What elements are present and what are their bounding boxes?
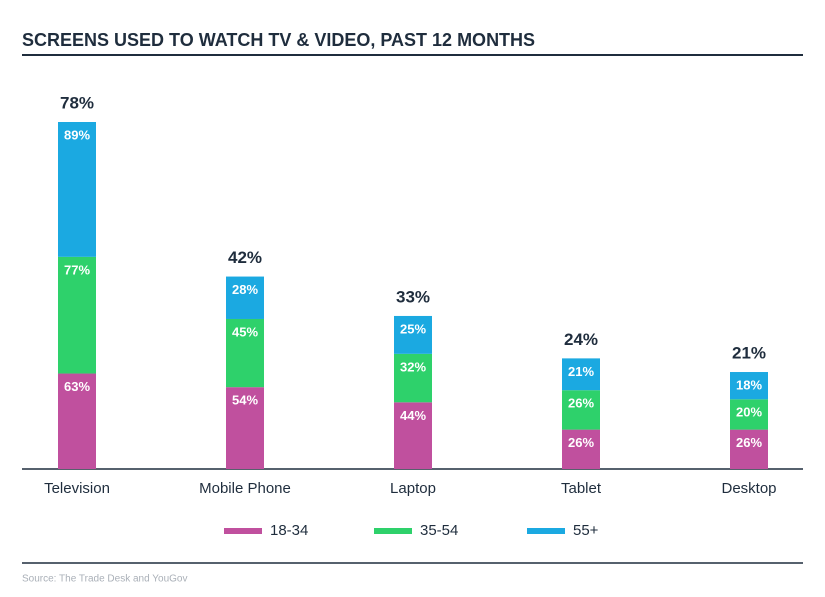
data-label: 20% (736, 405, 762, 420)
data-label: 77% (64, 262, 90, 277)
x-tick-label: Desktop (721, 480, 776, 497)
total-label: 33% (396, 287, 430, 306)
source: Source: The Trade Desk and YouGov (22, 574, 187, 585)
bar-segment (394, 402, 432, 469)
bar-segment (58, 373, 96, 469)
data-label: 89% (64, 127, 90, 142)
data-label: 28% (232, 282, 258, 297)
total-label: 78% (60, 93, 94, 112)
legend-label: 18-34 (270, 522, 308, 539)
x-tick-label: Television (44, 480, 110, 497)
legend-swatch (527, 528, 565, 534)
bar-segment (394, 315, 432, 354)
legend-label: 35-54 (420, 522, 458, 539)
bar-segment (562, 390, 600, 430)
bar-segment (226, 387, 264, 469)
data-label: 44% (400, 408, 426, 423)
bar-segment (58, 256, 96, 374)
data-label: 26% (736, 435, 762, 450)
bar-segment (58, 122, 96, 257)
bar-segment (562, 429, 600, 469)
bar-segment (226, 276, 264, 319)
data-label: 54% (232, 393, 258, 408)
data-label: 18% (736, 377, 762, 392)
total-label: 24% (564, 330, 598, 349)
data-label: 32% (400, 359, 426, 374)
x-tick-label: Mobile Phone (199, 480, 291, 497)
x-tick-label: Tablet (561, 480, 602, 497)
legend-label: 55+ (573, 522, 599, 539)
legend-swatch (224, 528, 262, 534)
data-label: 21% (568, 364, 594, 379)
total-label: 42% (228, 248, 262, 267)
data-label: 63% (64, 379, 90, 394)
data-label: 26% (568, 396, 594, 411)
total-label: 21% (732, 344, 766, 363)
chart-title: SCREENS USED TO WATCH TV & VIDEO, PAST 1… (22, 30, 535, 50)
bar-segment (730, 399, 768, 430)
bar-segment (394, 353, 432, 403)
x-tick-label: Laptop (390, 480, 436, 497)
data-label: 45% (232, 324, 258, 339)
bar-segment (226, 318, 264, 388)
legend-swatch (374, 528, 412, 534)
bar-segment (730, 372, 768, 400)
bar-segment (730, 429, 768, 469)
bar-segment (562, 358, 600, 391)
data-label: 25% (400, 321, 426, 336)
data-label: 26% (568, 435, 594, 450)
